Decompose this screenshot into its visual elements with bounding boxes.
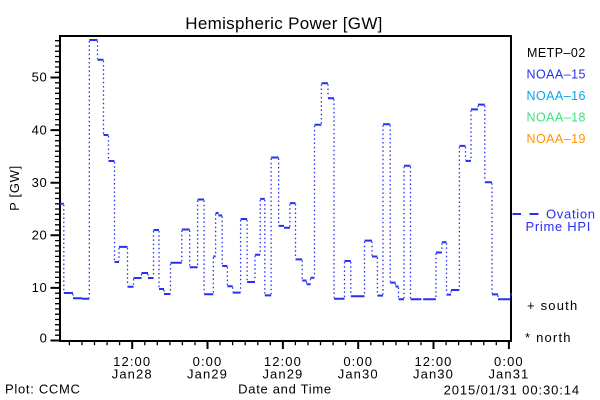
svg-text:12:00: 12:00 bbox=[264, 354, 302, 369]
svg-text:Plot: CCMC: Plot: CCMC bbox=[5, 382, 81, 397]
svg-text:0: 0 bbox=[40, 330, 48, 345]
svg-text:12:00: 12:00 bbox=[113, 354, 151, 369]
svg-text:Jan30: Jan30 bbox=[413, 367, 454, 382]
svg-text:NOAA–16: NOAA–16 bbox=[527, 89, 586, 103]
svg-text:Jan31: Jan31 bbox=[488, 367, 529, 382]
svg-text:Hemispheric Power [GW]: Hemispheric Power [GW] bbox=[185, 14, 382, 33]
svg-text:Date and Time: Date and Time bbox=[238, 382, 332, 397]
svg-text:2015/01/31 00:30:14: 2015/01/31 00:30:14 bbox=[444, 383, 580, 398]
svg-text:Ovation: Ovation bbox=[546, 207, 596, 222]
svg-text:40: 40 bbox=[32, 122, 48, 137]
svg-text:0:00: 0:00 bbox=[193, 354, 223, 369]
svg-text:P [GW]: P [GW] bbox=[7, 165, 22, 211]
svg-text:30: 30 bbox=[32, 175, 48, 190]
svg-text:12:00: 12:00 bbox=[414, 354, 452, 369]
svg-text:20: 20 bbox=[32, 228, 48, 243]
svg-text:Jan28: Jan28 bbox=[112, 367, 153, 382]
svg-text:NOAA–18: NOAA–18 bbox=[527, 110, 586, 124]
svg-text:* north: * north bbox=[525, 330, 572, 345]
svg-text:Prime HPI: Prime HPI bbox=[526, 219, 592, 234]
svg-text:+ south: + south bbox=[527, 298, 578, 313]
svg-text:NOAA–19: NOAA–19 bbox=[527, 132, 586, 146]
svg-text:Jan29: Jan29 bbox=[187, 367, 228, 382]
svg-text:NOAA–15: NOAA–15 bbox=[527, 67, 586, 81]
svg-text:0:00: 0:00 bbox=[343, 354, 373, 369]
svg-text:METP–02: METP–02 bbox=[527, 46, 586, 60]
svg-text:Jan29: Jan29 bbox=[262, 367, 303, 382]
svg-text:10: 10 bbox=[32, 280, 48, 295]
svg-text:Jan30: Jan30 bbox=[338, 367, 379, 382]
svg-text:0:00: 0:00 bbox=[494, 354, 524, 369]
svg-text:50: 50 bbox=[32, 70, 48, 85]
